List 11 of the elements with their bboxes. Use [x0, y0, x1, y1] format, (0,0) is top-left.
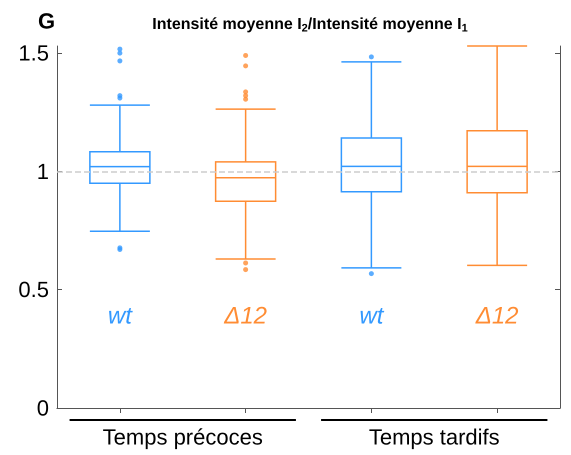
text: Temps précoces — [102, 424, 263, 450]
x-tick-label: Δ12 — [474, 302, 519, 330]
x-tick-label: Δ12 — [223, 302, 268, 330]
y-tick-label: 0.5 — [18, 277, 49, 302]
text: Temps tardifs — [368, 424, 500, 450]
y-tick-label: 1 — [36, 158, 49, 184]
x-tick-label: wt — [359, 302, 385, 330]
y-tick-label: 1.5 — [18, 40, 49, 66]
y-tick-label: 0 — [36, 396, 49, 420]
text: G — [38, 8, 56, 34]
x-tick-label: wt — [108, 302, 134, 330]
